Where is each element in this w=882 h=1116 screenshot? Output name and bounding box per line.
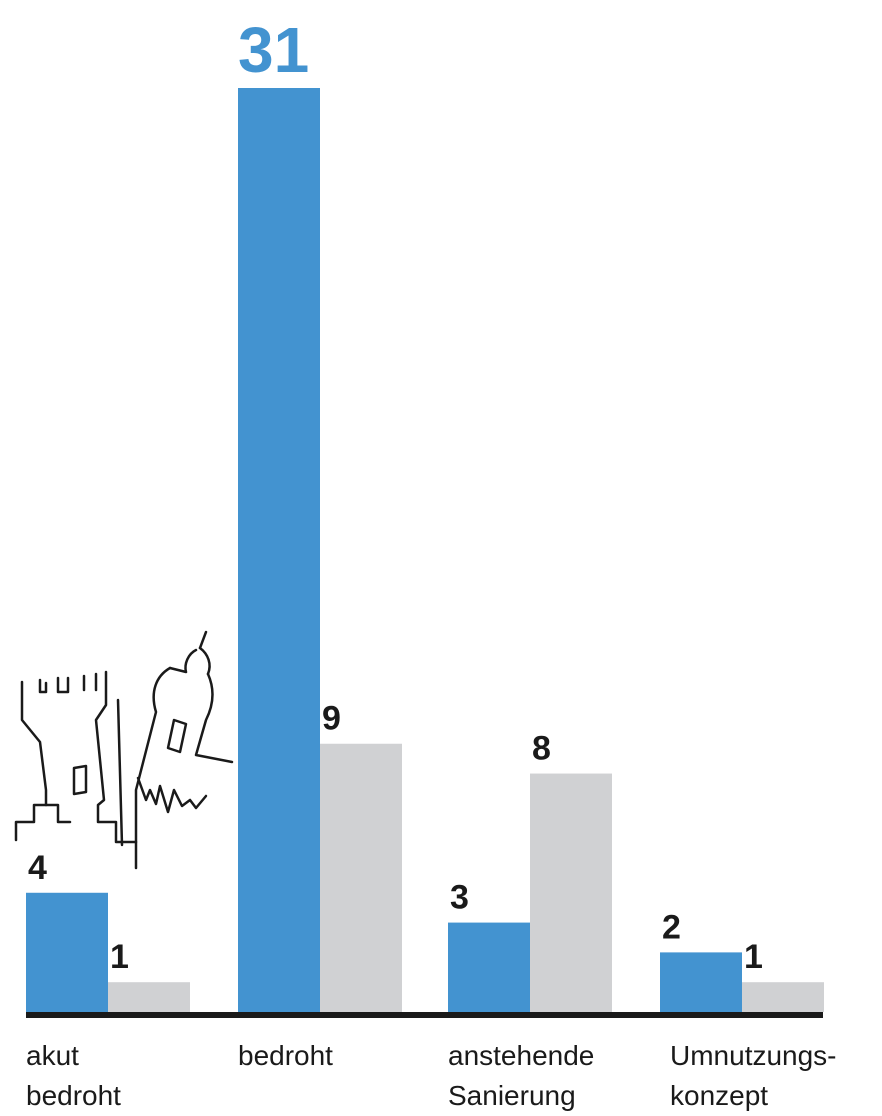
bar-series1-cat4 xyxy=(660,952,742,1012)
value-labels-group: 4 31 3 2 1 9 8 1 xyxy=(28,14,763,976)
category-label-akut-bedroht: akut bedroht xyxy=(26,1040,121,1111)
value-label-series2-cat2: 9 xyxy=(322,700,341,738)
bar-series1-cat3 xyxy=(448,922,530,1012)
value-label-series1-cat3: 3 xyxy=(450,879,469,917)
bar-series1-cat1 xyxy=(26,892,108,1012)
bar-series2-cat3 xyxy=(530,773,612,1012)
value-label-series1-cat4: 2 xyxy=(662,908,681,946)
value-label-series1-cat2: 31 xyxy=(238,14,309,86)
value-label-series2-cat4: 1 xyxy=(744,938,763,976)
bar-series2-cat2 xyxy=(320,743,402,1012)
ruined-castle-and-leaning-tower-icon xyxy=(14,630,234,870)
bar-series1-cat2 xyxy=(238,88,320,1012)
value-label-series1-cat1: 4 xyxy=(28,849,47,887)
value-label-series2-cat1: 1 xyxy=(110,938,129,976)
category-label-bedroht: bedroht xyxy=(238,1040,333,1071)
bars-group xyxy=(26,88,824,1012)
category-label-umnutzungskonzept: Umnutzungs-konzept xyxy=(670,1040,837,1111)
bar-series2-cat4 xyxy=(742,982,824,1012)
category-label-anstehende-sanierung: anstehende Sanierung xyxy=(448,1040,595,1111)
value-label-series2-cat3: 8 xyxy=(532,730,551,768)
bar-series2-cat1 xyxy=(108,982,190,1012)
